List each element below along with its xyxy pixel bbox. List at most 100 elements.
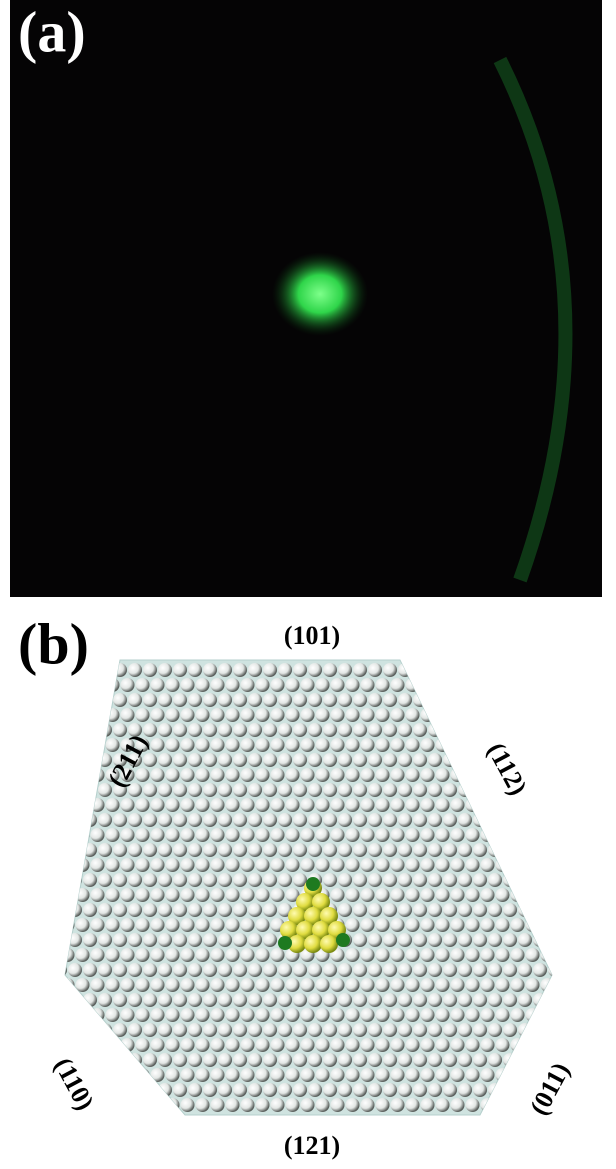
atom (106, 798, 120, 812)
atom (353, 903, 367, 917)
atom (83, 963, 97, 977)
atom (106, 888, 120, 902)
atom (203, 1083, 217, 1097)
atom (98, 963, 112, 977)
atom (203, 993, 217, 1007)
atom (496, 798, 510, 812)
atom (338, 873, 352, 887)
atom (181, 1098, 195, 1112)
atom (451, 918, 465, 932)
atom (518, 873, 532, 887)
atom (518, 1053, 532, 1067)
atom (166, 888, 180, 902)
atom (406, 828, 420, 842)
atom (293, 963, 307, 977)
atom (113, 903, 127, 917)
atom (106, 948, 120, 962)
atom (383, 693, 397, 707)
atom (113, 693, 127, 707)
atom (233, 783, 247, 797)
atom (548, 933, 562, 947)
atom (383, 903, 397, 917)
atom (83, 1053, 97, 1067)
atom (151, 738, 165, 752)
atom (166, 708, 180, 722)
atom (233, 873, 247, 887)
atom (76, 798, 90, 812)
atom (173, 1053, 187, 1067)
atom (166, 1098, 180, 1112)
atom (533, 813, 547, 827)
atom (218, 1083, 232, 1097)
atom (136, 978, 150, 992)
atom (241, 708, 255, 722)
atom (256, 888, 270, 902)
atom (301, 1098, 315, 1112)
atom (293, 843, 307, 857)
atom (398, 693, 412, 707)
atom (203, 813, 217, 827)
atom (121, 678, 135, 692)
atom (271, 828, 285, 842)
atom (83, 813, 97, 827)
atom (406, 798, 420, 812)
atom (323, 993, 337, 1007)
atom (151, 678, 165, 692)
atom (98, 783, 112, 797)
atom (361, 738, 375, 752)
atom (53, 873, 67, 887)
atom (196, 948, 210, 962)
atom (286, 678, 300, 692)
atom (488, 993, 502, 1007)
atom (368, 753, 382, 767)
atom (413, 1083, 427, 1097)
atom (451, 678, 465, 692)
atom (136, 798, 150, 812)
atom (301, 1008, 315, 1022)
atom (203, 1023, 217, 1037)
atom (233, 1083, 247, 1097)
atom (98, 1083, 112, 1097)
atom (233, 963, 247, 977)
atom (241, 1008, 255, 1022)
atom (256, 798, 270, 812)
atom (436, 708, 450, 722)
atom (196, 768, 210, 782)
atom (451, 888, 465, 902)
atom (248, 843, 262, 857)
atom (61, 738, 75, 752)
atom (143, 783, 157, 797)
atom (488, 663, 502, 677)
atom (481, 978, 495, 992)
atom (256, 918, 270, 932)
atom (196, 828, 210, 842)
atom (533, 783, 547, 797)
atom (496, 708, 510, 722)
atom (496, 948, 510, 962)
atom (271, 1068, 285, 1082)
atom (316, 768, 330, 782)
atom (241, 1038, 255, 1052)
atom (143, 933, 157, 947)
atom (188, 753, 202, 767)
atom (98, 903, 112, 917)
atom (466, 858, 480, 872)
atom (83, 693, 97, 707)
atom (211, 1038, 225, 1052)
atom (196, 1068, 210, 1082)
atom (368, 723, 382, 737)
atom (353, 1053, 367, 1067)
atom (233, 843, 247, 857)
atom (413, 693, 427, 707)
atom (203, 663, 217, 677)
atom (136, 1068, 150, 1082)
atom (548, 843, 562, 857)
atom (443, 1023, 457, 1037)
atom (68, 993, 82, 1007)
atom (511, 1068, 525, 1082)
atom (233, 813, 247, 827)
atom (353, 813, 367, 827)
atom (278, 1023, 292, 1037)
atom (406, 738, 420, 752)
atom (413, 963, 427, 977)
